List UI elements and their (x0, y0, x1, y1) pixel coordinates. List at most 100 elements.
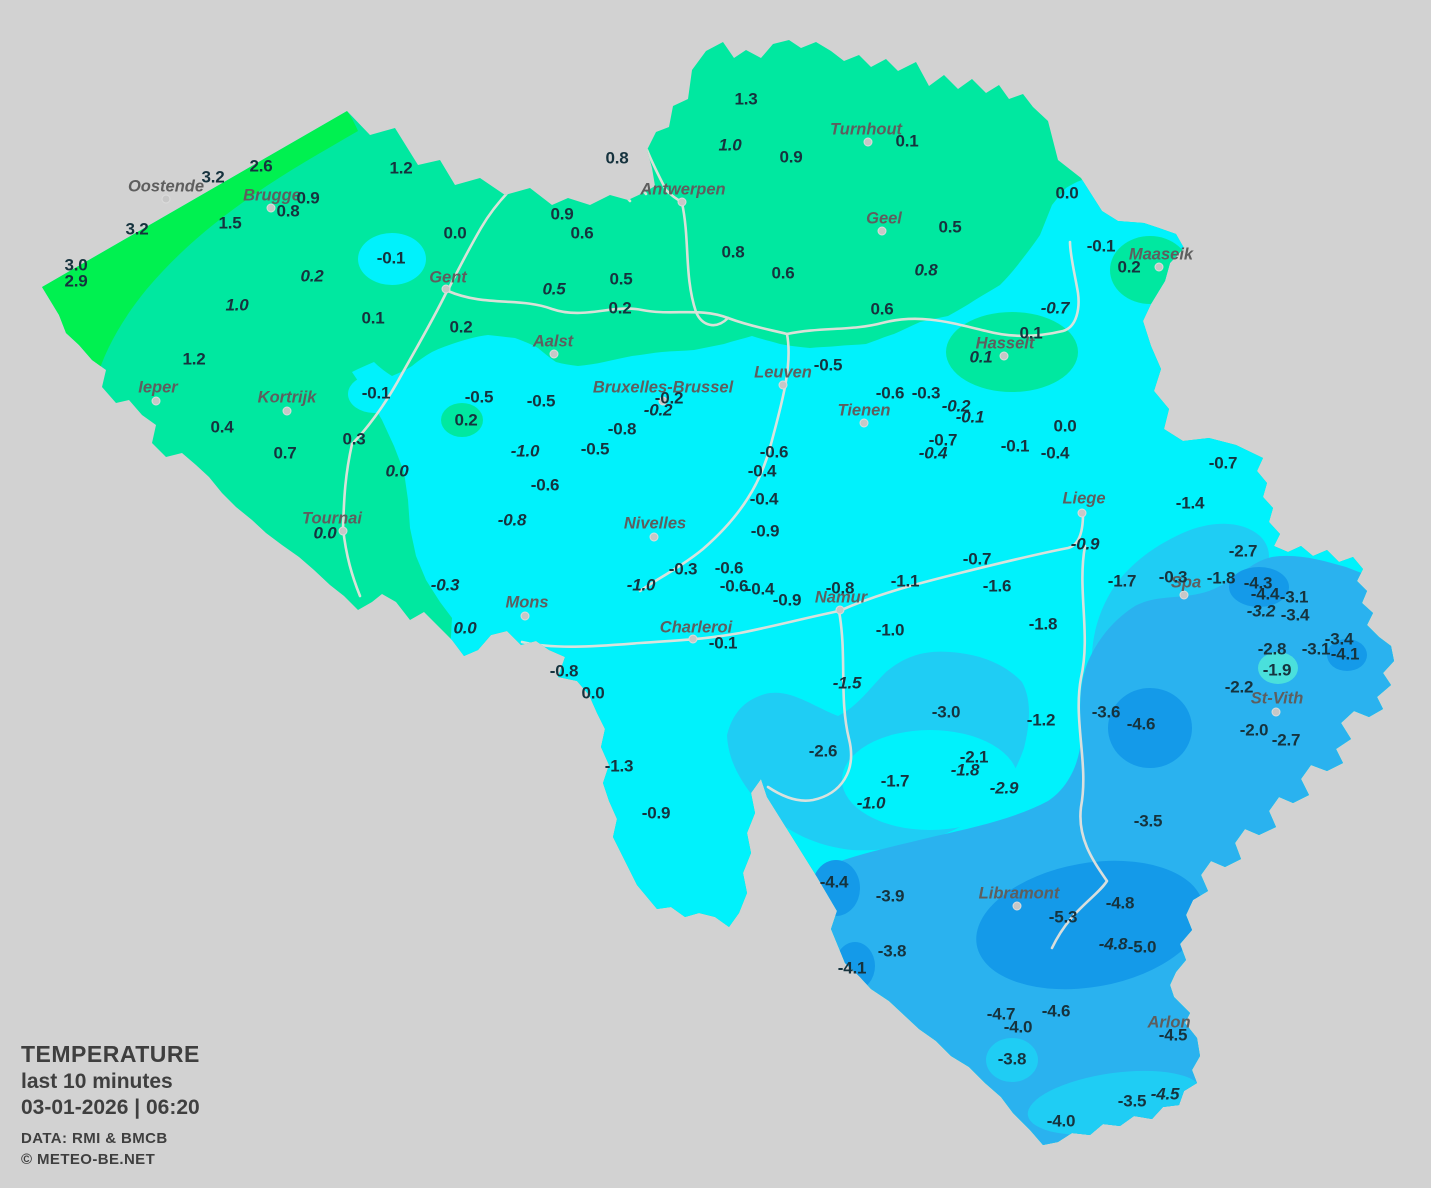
city-marker-dot (859, 418, 869, 428)
temperature-reading: -0.1 (708, 633, 738, 653)
temperature-reading: -0.4 (1040, 443, 1070, 463)
temperature-reading: 0.1 (969, 347, 993, 367)
temperature-reading: -2.8 (1257, 639, 1287, 659)
temperature-reading: -2.2 (1224, 677, 1254, 697)
temperature-reading: -4.1 (837, 958, 867, 978)
temperature-reading: -0.8 (549, 661, 579, 681)
temperature-reading: -0.7 (1040, 298, 1070, 318)
temperature-reading: 1.3 (734, 89, 758, 109)
city-label: Charleroi (659, 618, 733, 637)
city-label: Nivelles (623, 514, 687, 533)
zone-deepblue-core (976, 860, 1204, 990)
temperature-reading: 0.1 (361, 308, 385, 328)
city-label: Hasselt (975, 334, 1035, 353)
temperature-reading: 0.0 (453, 618, 477, 638)
temperature-reading: 0.8 (276, 201, 300, 221)
temperature-reading: 0.1 (1019, 323, 1043, 343)
temperature-reading: 0.6 (570, 223, 594, 243)
temperature-reading: -1.3 (604, 756, 634, 776)
temperature-reading: -3.4 (1324, 629, 1354, 649)
temperature-reading: -3.9 (875, 886, 905, 906)
map-datetime: 03-01-2026 | 06:20 (21, 1096, 200, 1119)
city-marker-dot (441, 284, 451, 294)
temperature-reading: -0.7 (1208, 453, 1238, 473)
temperature-reading: 0.1 (895, 131, 919, 151)
city-marker-dot (877, 226, 887, 236)
temperature-reading: -0.6 (719, 576, 749, 596)
zone-cyan-pocket-kortrijk (348, 375, 400, 413)
temperature-reading: -0.1 (955, 407, 985, 427)
temperature-reading: 0.8 (721, 242, 745, 262)
temperature-reading: -3.5 (1117, 1091, 1147, 1111)
city-label: Oostende (127, 177, 205, 196)
temperature-reading: -0.6 (714, 558, 744, 578)
temperature-reading: -3.1 (1301, 639, 1331, 659)
temperature-reading: 0.2 (1117, 257, 1141, 277)
city-label: Gent (429, 268, 467, 287)
city-label: Antwerpen (640, 180, 726, 199)
temperature-reading: 1.2 (389, 158, 413, 178)
city-marker-dot (688, 634, 698, 644)
city-marker-dot (1154, 262, 1164, 272)
map-subtitle: last 10 minutes (21, 1069, 173, 1093)
city-marker-dot (338, 526, 348, 536)
temperature-reading: -2.9 (989, 778, 1019, 798)
city-marker-dot (1077, 508, 1087, 518)
temperature-reading: -2.7 (1228, 541, 1258, 561)
city-marker-dot (549, 349, 559, 359)
zone-turquoise-pocket-stvith (1258, 652, 1298, 684)
city-marker-dot (1012, 901, 1022, 911)
temperature-reading: -2.7 (1271, 730, 1301, 750)
temperature-reading: 0.0 (313, 523, 337, 543)
temperature-reading: -4.0 (1046, 1111, 1076, 1131)
temperature-reading: -3.6 (1091, 702, 1121, 722)
temperature-reading: -4.6 (1126, 714, 1156, 734)
temperature-reading: -0.4 (749, 489, 779, 509)
temperature-reading: -1.4 (1175, 493, 1205, 513)
temperature-reading: -2.6 (808, 741, 838, 761)
city-label: Spa (1170, 573, 1202, 592)
city-label: St-Vith (1250, 689, 1304, 708)
temperature-reading: -0.6 (875, 383, 905, 403)
temperature-reading: -3.0 (931, 702, 961, 722)
temperature-reading: 0.5 (609, 269, 633, 289)
temperature-reading: 0.0 (581, 683, 605, 703)
temperature-reading: -4.6 (1041, 1001, 1071, 1021)
city-label: Arlon (1147, 1013, 1191, 1032)
zone-cyan-pocket-gent (358, 233, 426, 285)
map-copyright: © METEO-BE.NET (21, 1151, 156, 1169)
temperature-reading: -1.7 (1107, 571, 1137, 591)
temperature-reading: 1.0 (718, 135, 742, 155)
temperature-reading: -0.2 (654, 388, 684, 408)
temperature-reading: 0.2 (608, 298, 632, 318)
temperature-reading: 0.8 (914, 260, 938, 280)
temperature-reading: -0.3 (668, 559, 698, 579)
temperature-reading: 0.6 (870, 299, 894, 319)
temperature-reading: -5.3 (1048, 907, 1078, 927)
temperature-reading: -3.8 (997, 1049, 1027, 1069)
temperature-reading: -0.5 (464, 387, 494, 407)
city-label: Maaseik (1128, 245, 1194, 264)
temperature-reading: 0.0 (443, 223, 467, 243)
city-label: Ieper (138, 378, 178, 397)
temperature-reading: -0.8 (825, 578, 855, 598)
temperature-reading: -0.7 (962, 549, 992, 569)
temperature-reading: -1.8 (1028, 614, 1058, 634)
temperature-reading: -0.1 (1086, 236, 1116, 256)
temperature-reading: 0.9 (296, 188, 320, 208)
city-label: Bruxelles-Brussel (592, 378, 734, 397)
temperature-reading: -3.1 (1279, 587, 1309, 607)
temperature-reading: -1.8 (950, 760, 980, 780)
temperature-reading: -1.0 (875, 620, 905, 640)
temperature-reading: -4.0 (1003, 1017, 1033, 1037)
zone-lightblue-pocket-south (986, 1038, 1038, 1082)
temperature-reading: -0.5 (580, 439, 610, 459)
temperature-reading: -2.0 (1239, 720, 1269, 740)
temperature-reading: 0.3 (342, 429, 366, 449)
temperature-reading: 0.8 (605, 148, 629, 168)
temperature-reading: -0.3 (430, 575, 460, 595)
city-label: Kortrijk (257, 388, 317, 407)
temperature-reading: -4.8 (1105, 893, 1135, 913)
city-marker-dot (649, 532, 659, 542)
